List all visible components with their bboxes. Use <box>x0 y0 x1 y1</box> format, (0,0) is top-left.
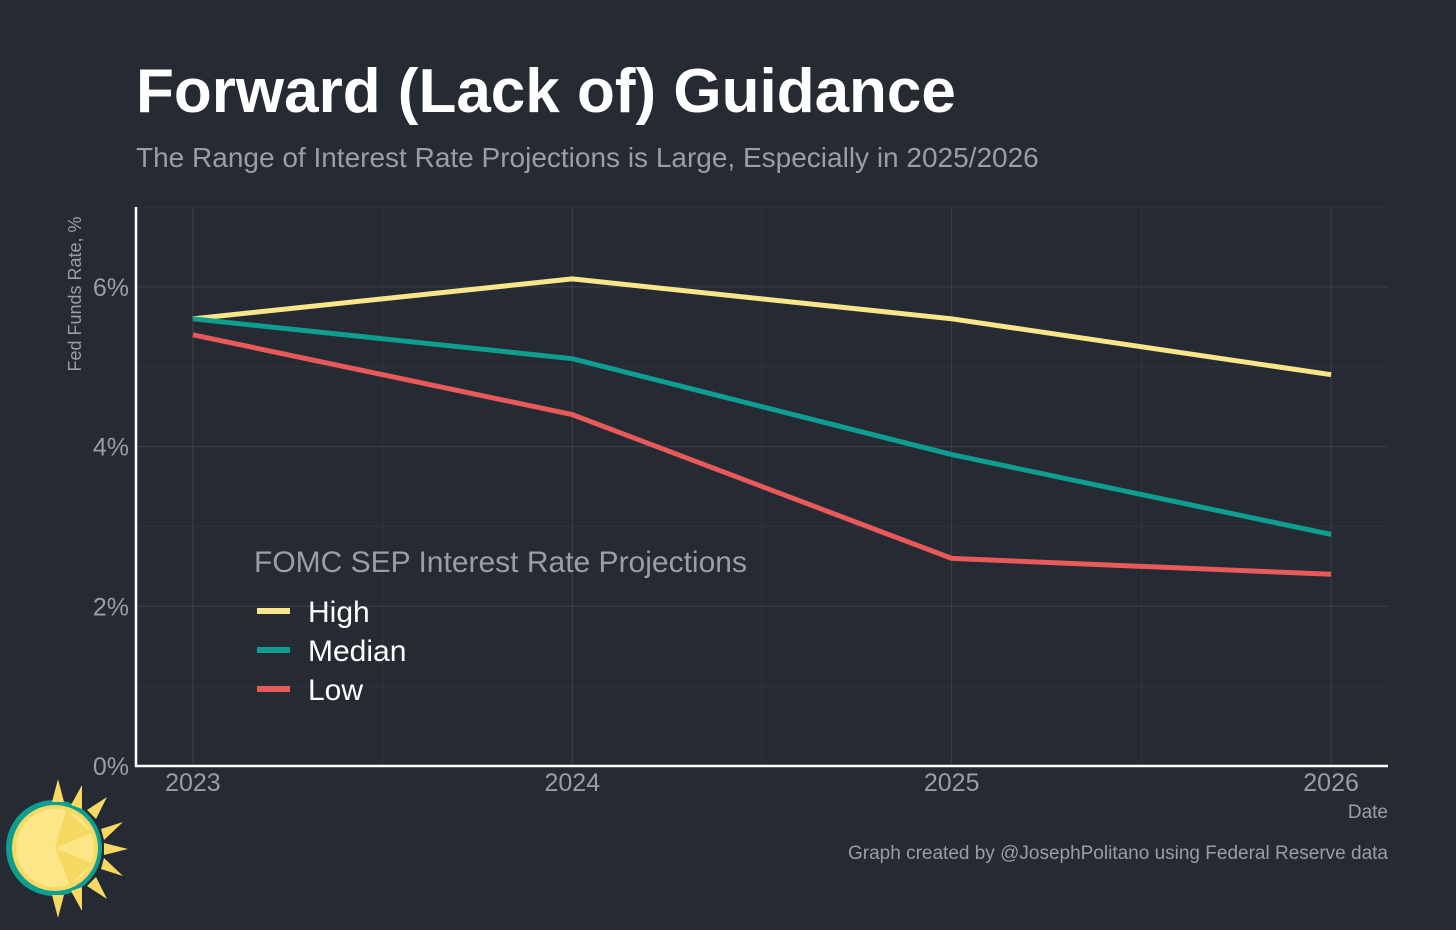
chart-title: Forward (Lack of) Guidance <box>136 57 956 126</box>
series-line-median <box>192 316 1332 537</box>
legend: FOMC SEP Interest Rate Projections High M… <box>254 546 747 707</box>
x-axis-label: Date <box>1348 802 1388 823</box>
y-axis-label: Fed Funds Rate, % <box>65 216 85 371</box>
caption: Graph created by @JosephPolitano using F… <box>848 843 1388 864</box>
axes <box>134 207 1388 768</box>
y-tick-label: 4% <box>93 434 129 462</box>
sun-logo-icon <box>6 779 128 918</box>
series-line-high <box>192 276 1332 378</box>
x-tick-label: 2026 <box>1303 769 1359 797</box>
legend-label-low: Low <box>308 674 363 707</box>
legend-label-median: Median <box>308 635 406 668</box>
legend-title: FOMC SEP Interest Rate Projections <box>254 546 747 579</box>
chart-subtitle: The Range of Interest Rate Projections i… <box>136 142 1039 173</box>
tick-labels: 0% 2% 4% 6% 2023 2024 2025 2026 <box>93 274 1359 797</box>
x-tick-label: 2023 <box>165 769 221 797</box>
y-tick-label: 6% <box>93 274 129 302</box>
x-tick-label: 2025 <box>924 769 980 797</box>
x-tick-label: 2024 <box>544 769 600 797</box>
series-lines <box>192 276 1332 577</box>
y-tick-label: 0% <box>93 753 129 781</box>
legend-label-high: High <box>308 596 370 629</box>
series-line-low <box>192 332 1332 577</box>
y-tick-label: 2% <box>93 593 129 621</box>
